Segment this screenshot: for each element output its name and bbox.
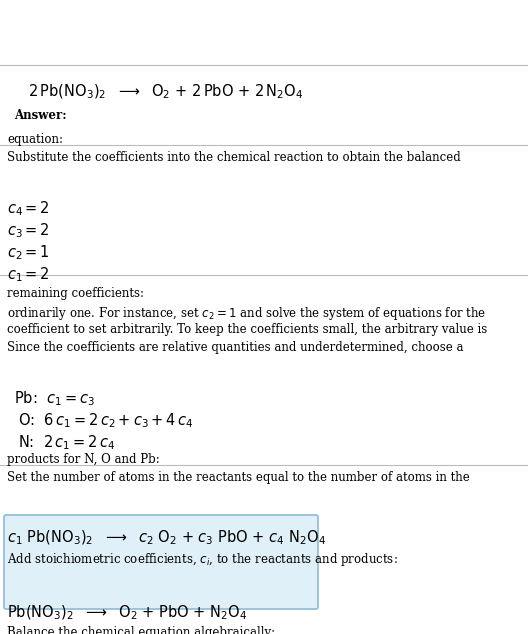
Text: ordinarily one. For instance, set $c_2 = 1$ and solve the system of equations fo: ordinarily one. For instance, set $c_2 =… xyxy=(7,305,486,322)
Text: $c_3 = 2$: $c_3 = 2$ xyxy=(7,221,50,240)
Text: $\mathsf{Pb(NO_3)_2}$  $\longrightarrow$  $\mathsf{O_2}$ + $\mathsf{PbO}$ + $\ma: $\mathsf{Pb(NO_3)_2}$ $\longrightarrow$ … xyxy=(7,604,248,623)
Text: $c_2 = 1$: $c_2 = 1$ xyxy=(7,243,50,262)
Text: Since the coefficients are relative quantities and underdetermined, choose a: Since the coefficients are relative quan… xyxy=(7,341,464,354)
Text: $2\,\mathsf{Pb(NO_3)_2}$  $\longrightarrow$  $\mathsf{O_2}$ + $2\,\mathsf{PbO}$ : $2\,\mathsf{Pb(NO_3)_2}$ $\longrightarro… xyxy=(28,83,304,101)
Text: $c_1$ $\mathsf{Pb(NO_3)_2}$  $\longrightarrow$  $c_2$ $\mathsf{O_2}$ + $c_3$ $\m: $c_1$ $\mathsf{Pb(NO_3)_2}$ $\longrighta… xyxy=(7,529,326,547)
Text: N:  $2\,c_1 = 2\,c_4$: N: $2\,c_1 = 2\,c_4$ xyxy=(18,433,116,451)
Text: Balance the chemical equation algebraically:: Balance the chemical equation algebraica… xyxy=(7,626,275,634)
FancyBboxPatch shape xyxy=(4,515,318,609)
Text: products for N, O and Pb:: products for N, O and Pb: xyxy=(7,453,160,466)
Text: remaining coefficients:: remaining coefficients: xyxy=(7,287,144,300)
Text: Set the number of atoms in the reactants equal to the number of atoms in the: Set the number of atoms in the reactants… xyxy=(7,471,470,484)
Text: equation:: equation: xyxy=(7,133,63,146)
Text: Add stoichiometric coefficients, $\mathit{c_i}$, to the reactants and products:: Add stoichiometric coefficients, $\mathi… xyxy=(7,551,398,568)
Text: coefficient to set arbitrarily. To keep the coefficients small, the arbitrary va: coefficient to set arbitrarily. To keep … xyxy=(7,323,487,336)
Text: O:  $6\,c_1 = 2\,c_2 + c_3 + 4\,c_4$: O: $6\,c_1 = 2\,c_2 + c_3 + 4\,c_4$ xyxy=(18,411,194,430)
Text: Substitute the coefficients into the chemical reaction to obtain the balanced: Substitute the coefficients into the che… xyxy=(7,151,461,164)
Text: Answer:: Answer: xyxy=(14,109,67,122)
Text: $c_1 = 2$: $c_1 = 2$ xyxy=(7,265,50,283)
Text: Pb:  $c_1 = c_3$: Pb: $c_1 = c_3$ xyxy=(14,389,95,408)
Text: $c_4 = 2$: $c_4 = 2$ xyxy=(7,199,50,217)
